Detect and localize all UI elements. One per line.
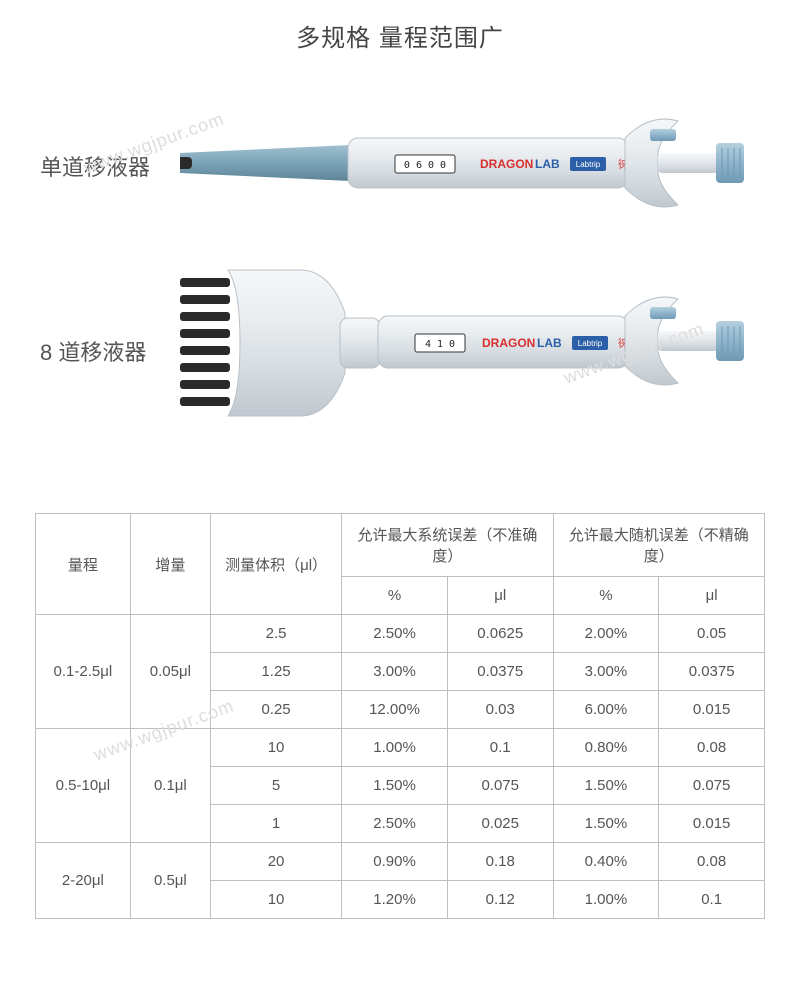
cell-sys_pct: 1.00% [342, 729, 448, 767]
cell-vol: 5 [210, 767, 341, 805]
cell-vol: 0.25 [210, 691, 341, 729]
cell-rnd_pct: 3.00% [553, 653, 659, 691]
th-sys-error: 允许最大系统误差（不准确度） [342, 514, 553, 577]
svg-text:LAB: LAB [537, 336, 562, 350]
cell-rnd_ul: 0.1 [659, 881, 765, 919]
cell-sys_ul: 0.0625 [447, 615, 553, 653]
cell-rnd_pct: 0.80% [553, 729, 659, 767]
cell-rnd_ul: 0.08 [659, 729, 765, 767]
cell-increment: 0.1μl [130, 729, 210, 843]
cell-sys_ul: 0.0375 [447, 653, 553, 691]
svg-text:4 1 0: 4 1 0 [425, 339, 455, 350]
cell-sys_ul: 0.075 [447, 767, 553, 805]
cell-range: 2-20μl [36, 843, 131, 919]
table-row: 0.1-2.5μl0.05μl2.52.50%0.06252.00%0.05 [36, 615, 765, 653]
cell-sys_pct: 1.20% [342, 881, 448, 919]
cell-sys_pct: 1.50% [342, 767, 448, 805]
svg-text:Labtrip: Labtrip [576, 160, 601, 169]
cell-rnd_ul: 0.05 [659, 615, 765, 653]
cell-rnd_pct: 1.50% [553, 767, 659, 805]
cell-rnd_ul: 0.015 [659, 691, 765, 729]
page-title: 多规格 量程范围广 [0, 0, 800, 63]
svg-text:DRAGON: DRAGON [480, 157, 533, 171]
single-channel-label: 单道移液器 [40, 150, 180, 182]
single-channel-row: 单道移液器 [40, 103, 760, 228]
spec-table-wrap: www.wgjpur.com 量程 增量 测量体积（μl） 允许最大系统误差（不… [0, 513, 800, 919]
cell-sys_ul: 0.1 [447, 729, 553, 767]
cell-rnd_pct: 0.40% [553, 843, 659, 881]
cell-vol: 10 [210, 729, 341, 767]
product-images: www.wgjpur.com www.wgjpur.com 单道移液器 [0, 63, 800, 513]
cell-sys_pct: 3.00% [342, 653, 448, 691]
th-rnd-ul: μl [659, 577, 765, 615]
cell-vol: 1.25 [210, 653, 341, 691]
svg-text:Labtrip: Labtrip [578, 339, 603, 348]
cell-sys_pct: 12.00% [342, 691, 448, 729]
th-range: 量程 [36, 514, 131, 615]
cell-range: 0.1-2.5μl [36, 615, 131, 729]
cell-sys_ul: 0.12 [447, 881, 553, 919]
th-sys-ul: μl [447, 577, 553, 615]
cell-vol: 10 [210, 881, 341, 919]
th-volume: 测量体积（μl） [210, 514, 341, 615]
cell-rnd_ul: 0.015 [659, 805, 765, 843]
single-pipette-icon: 0 6 0 0 DRAGON LAB Labtrip 徕谱 [180, 103, 760, 228]
cell-vol: 20 [210, 843, 341, 881]
cell-rnd_pct: 1.00% [553, 881, 659, 919]
cell-increment: 0.05μl [130, 615, 210, 729]
table-row: 2-20μl0.5μl200.90%0.180.40%0.08 [36, 843, 765, 881]
cell-rnd_pct: 6.00% [553, 691, 659, 729]
multi-pipette-icon: 4 1 0 DRAGON LAB Labtrip 徕谱 [180, 258, 760, 443]
th-increment: 增量 [130, 514, 210, 615]
cell-sys_ul: 0.03 [447, 691, 553, 729]
th-sys-pct: % [342, 577, 448, 615]
cell-rnd_ul: 0.0375 [659, 653, 765, 691]
cell-rnd_ul: 0.075 [659, 767, 765, 805]
cell-rnd_pct: 1.50% [553, 805, 659, 843]
table-row: 0.5-10μl0.1μl101.00%0.10.80%0.08 [36, 729, 765, 767]
multi-channel-label: 8 道移液器 [40, 335, 180, 367]
cell-vol: 1 [210, 805, 341, 843]
cell-rnd_ul: 0.08 [659, 843, 765, 881]
cell-rnd_pct: 2.00% [553, 615, 659, 653]
th-rnd-error: 允许最大随机误差（不精确度） [553, 514, 764, 577]
cell-vol: 2.5 [210, 615, 341, 653]
th-rnd-pct: % [553, 577, 659, 615]
cell-range: 0.5-10μl [36, 729, 131, 843]
cell-sys_pct: 0.90% [342, 843, 448, 881]
svg-text:LAB: LAB [535, 157, 560, 171]
multi-channel-row: 8 道移液器 [40, 258, 760, 443]
cell-sys_ul: 0.025 [447, 805, 553, 843]
cell-increment: 0.5μl [130, 843, 210, 919]
cell-sys_pct: 2.50% [342, 615, 448, 653]
cell-sys_pct: 2.50% [342, 805, 448, 843]
svg-text:0 6 0 0: 0 6 0 0 [404, 160, 446, 171]
svg-text:DRAGON: DRAGON [482, 336, 535, 350]
cell-sys_ul: 0.18 [447, 843, 553, 881]
spec-table: 量程 增量 测量体积（μl） 允许最大系统误差（不准确度） 允许最大随机误差（不… [35, 513, 765, 919]
